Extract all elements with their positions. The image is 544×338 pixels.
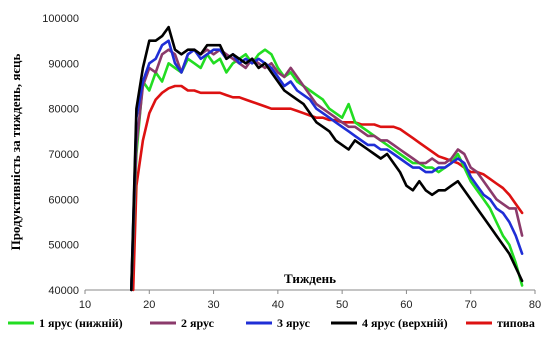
x-axis-ticks: 10 20 30 40 50 60 70 80 [79,290,541,311]
series-line-1 [130,48,524,292]
y-tick-label: 90000 [48,58,79,70]
x-axis-title: Тиждень [284,271,336,286]
x-tick-label: 20 [143,299,155,311]
y-tick-label: 70000 [48,149,79,161]
legend-label: 3 ярус [277,316,311,330]
x-tick-label: 70 [465,299,477,311]
y-axis-title: Продуктивність за тиждень, яєць [8,53,23,250]
y-tick-label: 100000 [42,13,79,25]
x-tick-label: 30 [207,299,219,311]
x-tick-label: 80 [529,299,541,311]
legend-label: 1 ярус (нижній) [39,316,123,330]
y-tick-label: 40000 [48,285,79,297]
y-axis-ticks: 40000 50000 60000 70000 80000 90000 100000 [42,13,79,297]
chart-legend: 1 ярус (нижній) 2 ярус 3 ярус 4 ярус (верхн… [8,316,535,330]
chart-series [130,25,524,292]
x-tick-label: 40 [272,299,284,311]
x-tick-label: 10 [79,299,91,311]
y-tick-label: 80000 [48,104,79,116]
legend-label: 2 ярус [181,316,215,330]
series-line-2 [130,48,524,292]
y-tick-label: 50000 [48,240,79,252]
y-tick-label: 60000 [48,194,79,206]
series-line-5 [131,84,524,292]
x-tick-label: 60 [400,299,412,311]
legend-label: типова [497,316,535,330]
x-tick-label: 50 [336,299,348,311]
legend-label: 4 ярус (верхній) [362,316,448,330]
series-line-4 [130,25,524,292]
